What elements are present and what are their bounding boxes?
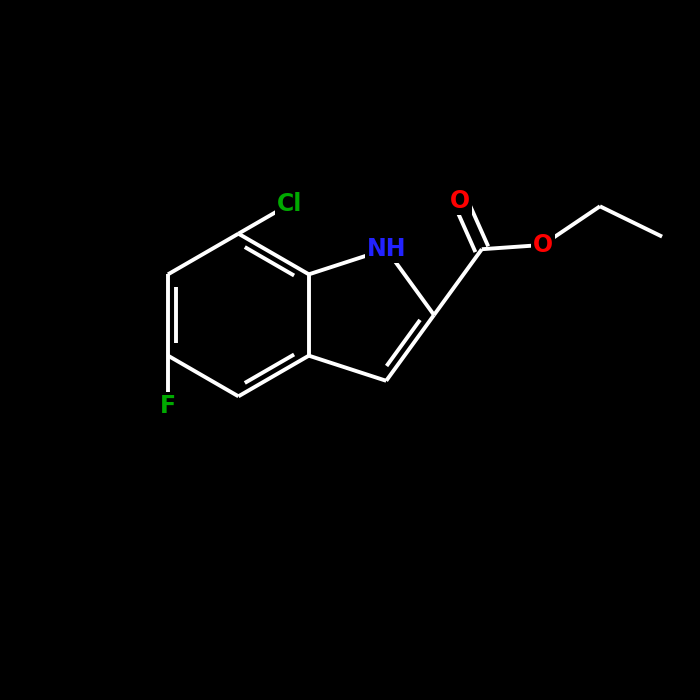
- Text: O: O: [533, 233, 553, 257]
- Text: O: O: [450, 189, 470, 213]
- Text: NH: NH: [366, 237, 406, 261]
- Text: F: F: [160, 394, 176, 418]
- Text: Cl: Cl: [276, 193, 302, 216]
